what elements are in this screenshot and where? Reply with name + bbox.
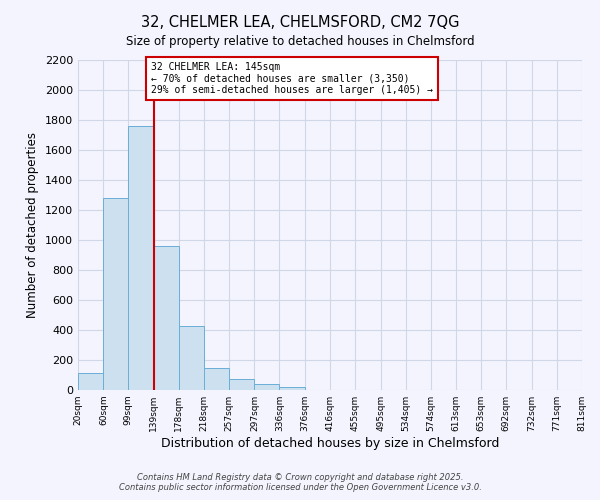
Bar	[78, 373, 103, 390]
Text: 32, CHELMER LEA, CHELMSFORD, CM2 7QG: 32, CHELMER LEA, CHELMSFORD, CM2 7QG	[141, 15, 459, 30]
Bar	[229, 379, 254, 390]
Text: Size of property relative to detached houses in Chelmsford: Size of property relative to detached ho…	[125, 35, 475, 48]
Text: Contains HM Land Registry data © Crown copyright and database right 2025.
Contai: Contains HM Land Registry data © Crown c…	[119, 473, 481, 492]
Bar	[204, 368, 229, 390]
Text: 32 CHELMER LEA: 145sqm
← 70% of detached houses are smaller (3,350)
29% of semi-: 32 CHELMER LEA: 145sqm ← 70% of detached…	[151, 62, 433, 95]
Bar	[154, 246, 179, 390]
Bar	[280, 388, 305, 390]
Y-axis label: Number of detached properties: Number of detached properties	[26, 132, 40, 318]
X-axis label: Distribution of detached houses by size in Chelmsford: Distribution of detached houses by size …	[161, 437, 499, 450]
Bar	[103, 198, 128, 390]
Bar	[254, 384, 280, 390]
Bar	[179, 326, 204, 390]
Bar	[128, 126, 154, 390]
